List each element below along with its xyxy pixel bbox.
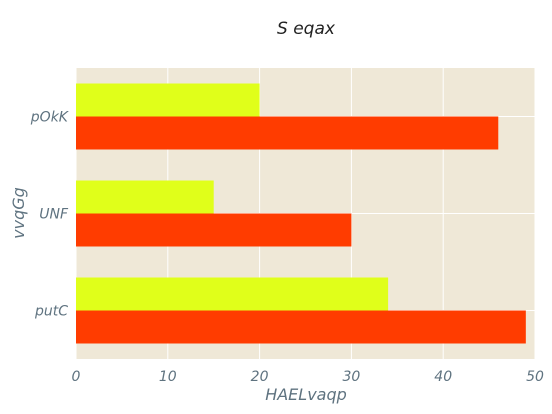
x-tick-label: 40 — [434, 369, 452, 385]
y-tick-label: pOkK — [30, 110, 70, 126]
bars — [76, 83, 526, 344]
y-tick-label: UNF — [39, 207, 69, 223]
bar-UNF-series-2 — [76, 180, 214, 214]
y-tick-label: putC — [34, 304, 68, 320]
bar-pOkK-series-1 — [76, 116, 499, 150]
chart-title: S eqax — [277, 19, 336, 39]
x-tick-label: 50 — [526, 369, 544, 385]
bar-UNF-series-1 — [76, 213, 352, 247]
bar-putC-series-2 — [76, 277, 389, 311]
x-tick-label: 10 — [159, 369, 177, 385]
y-tick-labels: putC UNF pOkK — [30, 110, 70, 320]
x-tick-label: 20 — [251, 369, 269, 385]
x-tick-label: 0 — [72, 369, 81, 385]
y-axis-label: vvqGg — [9, 187, 28, 239]
x-axis-label: HAELvaqp — [265, 385, 347, 404]
bar-pOkK-series-2 — [76, 83, 260, 117]
bar-putC-series-1 — [76, 310, 526, 344]
x-tick-labels: 0 10 20 30 40 50 — [72, 369, 544, 385]
x-tick-label: 30 — [342, 369, 360, 385]
